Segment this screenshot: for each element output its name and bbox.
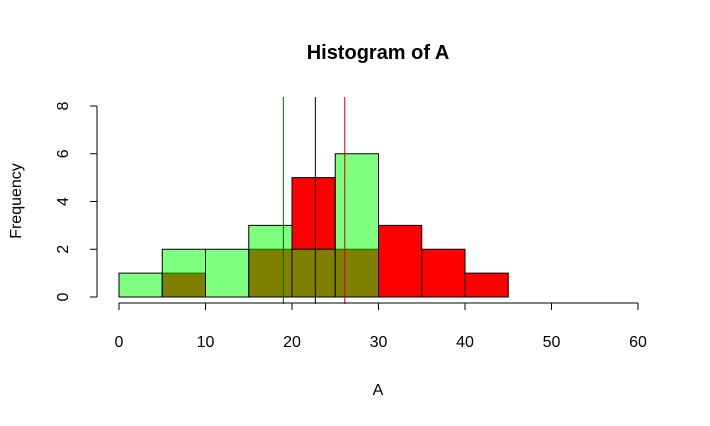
x-tick-label: 10 xyxy=(197,334,215,351)
vlines-layer xyxy=(282,97,346,304)
y-tick-label: 2 xyxy=(55,245,72,254)
x-axis: 0 10 20 30 40 50 60 xyxy=(115,302,647,351)
x-tick-label: 0 xyxy=(115,334,124,351)
y-axis: 0 2 4 6 8 xyxy=(55,101,98,301)
histogram-bar-s0-b4 xyxy=(378,224,423,298)
x-tick-label: 20 xyxy=(283,334,301,351)
histogram-bar-s1-b2 xyxy=(205,248,250,298)
y-axis-label: Frequency xyxy=(8,163,25,239)
y-tick-label: 4 xyxy=(55,197,72,206)
chart-title: Histogram of A xyxy=(307,42,450,64)
x-tick-label: 40 xyxy=(456,334,474,351)
x-tick-label: 60 xyxy=(629,334,647,351)
histogram-bar-s1-b0 xyxy=(118,272,163,298)
y-tick-label: 6 xyxy=(55,149,72,158)
y-tick-label: 8 xyxy=(55,101,72,110)
histogram-bar-s1-b3 xyxy=(248,224,293,298)
bars-layer xyxy=(118,153,509,298)
x-tick-label: 30 xyxy=(370,334,388,351)
histogram-bar-s0-b6 xyxy=(464,272,509,298)
histogram-bar-s1-b5 xyxy=(334,153,379,298)
x-tick-label: 50 xyxy=(543,334,561,351)
histogram-bar-s0-b5 xyxy=(421,248,466,298)
x-axis-label: A xyxy=(373,382,384,399)
histogram-bar-s1-b1 xyxy=(161,248,206,298)
histogram-bar-s1-b4 xyxy=(291,248,336,298)
y-tick-label: 0 xyxy=(55,292,72,301)
